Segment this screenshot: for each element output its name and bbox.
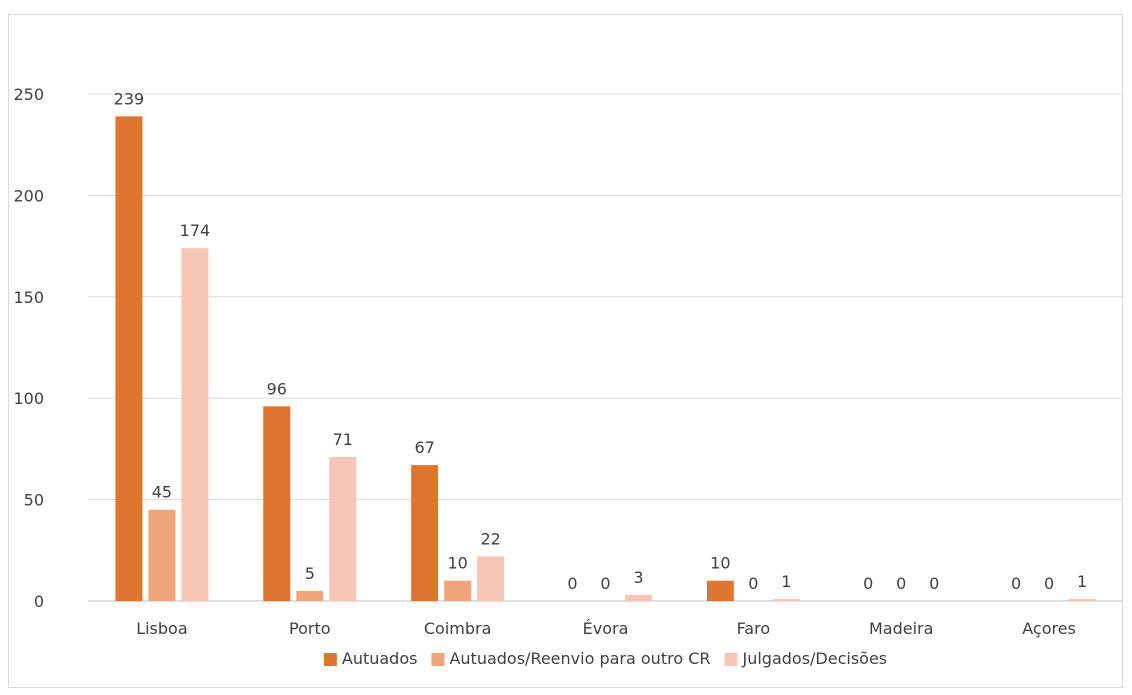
bar-porto-series-1 [296,590,324,601]
x-tick-label: Faro [737,619,771,638]
data-label: 45 [152,483,172,502]
bar-porto-series-0 [263,406,291,601]
data-label: 3 [633,568,643,587]
bar-lisboa-series-0 [115,116,143,602]
data-label: 1 [1077,572,1087,591]
bar-açores-series-2 [1068,598,1096,601]
y-tick-label: 100 [13,389,44,408]
x-tick-label: Évora [583,619,629,638]
data-label: 10 [447,554,467,573]
data-label: 0 [600,574,610,593]
data-label: 71 [333,430,353,449]
y-tick-label: 150 [13,288,44,307]
legend-item: Julgados/Decisões [724,649,887,668]
y-tick-label: 0 [34,592,44,611]
bar-lisboa-series-2 [181,248,209,602]
y-tick-label: 250 [13,85,44,104]
legend-label: Autuados/Reenvio para outro CR [449,649,710,668]
data-label: 0 [748,574,758,593]
y-tick-label: 50 [24,491,44,510]
legend-swatch [323,653,337,666]
legend-item: Autuados/Reenvio para outro CR [431,649,710,668]
data-label: 0 [863,574,873,593]
data-label: 22 [480,529,500,548]
x-tick-label: Lisboa [136,619,187,638]
data-label: 0 [1011,574,1021,593]
data-label: 1 [781,572,791,591]
legend-label: Autuados [342,649,418,668]
data-label: 174 [180,221,211,240]
bar-lisboa-series-1 [148,509,176,601]
data-label: 5 [305,564,315,583]
data-label: 0 [567,574,577,593]
x-tick-label: Porto [289,619,331,638]
x-tick-label: Madeira [869,619,933,638]
data-label: 67 [414,438,434,457]
data-label: 239 [114,89,145,108]
x-tick-label: Açores [1022,619,1076,638]
data-label: 10 [710,554,730,573]
bar-coimbra-series-1 [444,580,472,601]
bar-faro-series-2 [772,598,800,601]
data-label: 96 [267,379,287,398]
legend-label: Julgados/Decisões [741,649,887,668]
data-label: 0 [896,574,906,593]
bar-faro-series-0 [706,580,734,601]
legend-item: Autuados [323,649,418,668]
legend-swatch [724,653,738,666]
bar-coimbra-series-0 [411,465,439,601]
x-tick-label: Coimbra [424,619,492,638]
y-tick-label: 200 [13,186,44,205]
bar-porto-series-2 [329,457,357,601]
data-label: 0 [929,574,939,593]
data-label: 0 [1044,574,1054,593]
bar-coimbra-series-2 [477,556,505,601]
legend-swatch [431,653,445,666]
bar-évora-series-2 [625,594,652,601]
